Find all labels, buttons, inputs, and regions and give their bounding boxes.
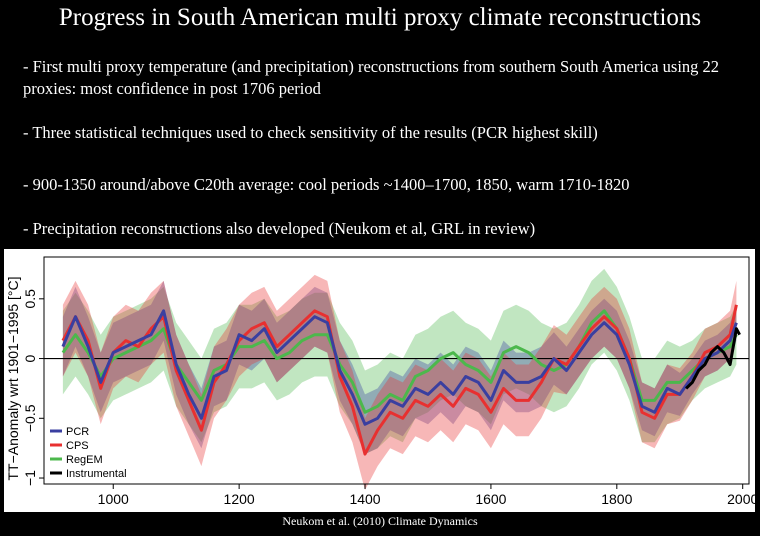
legend-label: RegEM	[66, 454, 103, 466]
x-tick-label: 1600	[475, 491, 506, 507]
band-pcr	[62, 280, 737, 455]
bullet-item: - Three statistical techniques used to c…	[23, 123, 598, 142]
x-tick-label: 1800	[601, 491, 632, 507]
y-tick-label: −0.5	[22, 404, 38, 432]
x-tick-label: 1400	[349, 491, 380, 507]
bullet-item: - Precipitation reconstructions also dev…	[23, 219, 536, 238]
bullet-item: - First multi proxy temperature (and pre…	[23, 57, 720, 98]
series-line-cps	[61, 304, 738, 456]
bullet-item: - 900-1350 around/above C20th average: c…	[23, 175, 630, 194]
y-axis-label: TT−Anomaly wrt 1901−1995 [°C]	[5, 276, 21, 480]
y-tick-label: 0.5	[22, 289, 38, 309]
x-tick-label: 1200	[224, 491, 255, 507]
series-line-instrumental	[685, 327, 741, 390]
band-regem	[62, 268, 737, 455]
chart-panel: 1000 1200 1400 1600 1800 2000 −1 −0.5 0 0.5 TT−Ano…	[4, 249, 755, 512]
series-line-pcr	[61, 309, 738, 426]
legend-label: PCR	[66, 426, 89, 438]
y-tick-label: −1	[22, 470, 38, 486]
plot-frame	[43, 256, 750, 485]
temperature-chart: 1000 1200 1400 1600 1800 2000 −1 −0.5 0 0.5TT−Ano…	[5, 256, 755, 507]
y-tick-label: 0	[22, 354, 38, 362]
figure-caption: Neukom et al. (2010) Climate Dynamics	[282, 514, 478, 528]
legend-label: Instrumental	[66, 468, 127, 480]
legend-label: CPS	[66, 440, 89, 452]
x-tick-label: 2000	[727, 491, 755, 507]
x-tick-label: 1000	[98, 491, 129, 507]
slide-title: Progress in South American multi proxy c…	[58, 4, 702, 31]
band-cps	[62, 274, 737, 490]
